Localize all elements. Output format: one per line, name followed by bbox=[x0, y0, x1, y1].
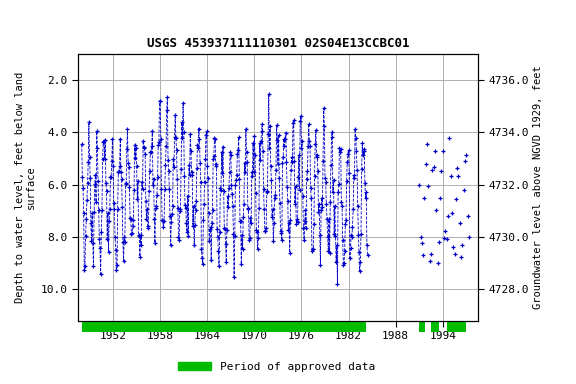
Bar bbox=[82, 321, 366, 333]
Title: USGS 453937111110301 02S04E13CCBC01: USGS 453937111110301 02S04E13CCBC01 bbox=[147, 37, 409, 50]
Y-axis label: Groundwater level above NGVD 1929, feet: Groundwater level above NGVD 1929, feet bbox=[533, 65, 543, 309]
Y-axis label: Depth to water level, feet below land
surface: Depth to water level, feet below land su… bbox=[14, 71, 36, 303]
Bar bbox=[419, 321, 426, 333]
Bar bbox=[446, 321, 467, 333]
Legend: Period of approved data: Period of approved data bbox=[173, 358, 380, 377]
Bar bbox=[431, 321, 439, 333]
